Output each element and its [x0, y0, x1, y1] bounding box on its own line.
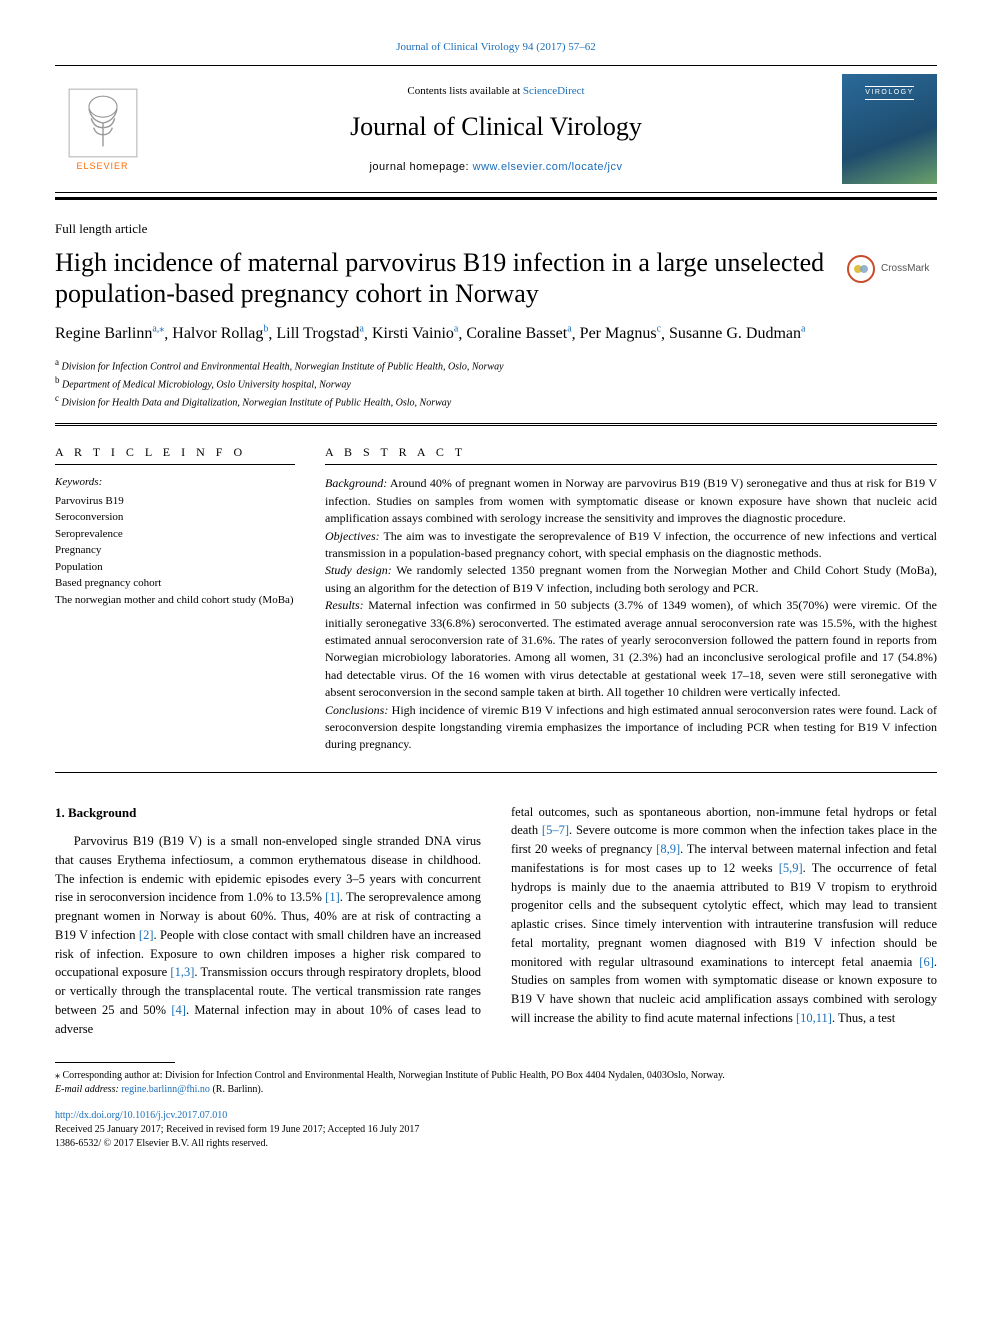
body-col-right: fetal outcomes, such as spontaneous abor… [511, 803, 937, 1039]
author: Susanne G. Dudmana [669, 325, 805, 342]
crossmark-badge[interactable]: CrossMark [847, 255, 937, 283]
doi-block: http://dx.doi.org/10.1016/j.jcv.2017.07.… [55, 1109, 937, 1151]
author: Lill Trogstada [276, 325, 364, 342]
contents-prefix: Contents lists available at [407, 85, 522, 97]
elsevier-label: ELSEVIER [76, 160, 128, 173]
author: Regine Barlinna,⁎ [55, 325, 164, 342]
received-line: Received 25 January 2017; Received in re… [55, 1123, 937, 1137]
masthead: ELSEVIER Contents lists available at Sci… [55, 65, 937, 193]
homepage-link[interactable]: www.elsevier.com/locate/jcv [473, 161, 623, 173]
author: Halvor Rollagb [172, 325, 268, 342]
footnotes: ⁎ Corresponding author at: Division for … [55, 1069, 937, 1097]
affiliations: a Division for Infection Control and Env… [55, 356, 937, 411]
homepage-prefix: journal homepage: [369, 161, 472, 173]
abstract-label: A B S T R A C T [325, 444, 937, 461]
masthead-rule [55, 197, 937, 200]
affiliation: c Division for Health Data and Digitaliz… [55, 392, 937, 410]
abstract-box: A B S T R A C T Background: Around 40% o… [325, 444, 937, 754]
sciencedirect-link[interactable]: ScienceDirect [523, 85, 585, 97]
article-info-label: A R T I C L E I N F O [55, 444, 295, 461]
article-title: High incidence of maternal parvovirus B1… [55, 247, 827, 309]
body-paragraph: fetal outcomes, such as spontaneous abor… [511, 803, 937, 1028]
crossmark-ring-icon [847, 255, 875, 283]
journal-homepage: journal homepage: www.elsevier.com/locat… [150, 160, 842, 175]
cover-label: VIROLOGY [865, 86, 914, 100]
doi-link[interactable]: http://dx.doi.org/10.1016/j.jcv.2017.07.… [55, 1110, 227, 1121]
article-type: Full length article [55, 220, 937, 238]
section-heading: 1. Background [55, 803, 481, 823]
abstract-bottom-rule [55, 772, 937, 773]
copyright-line: 1386-6532/ © 2017 Elsevier B.V. All righ… [55, 1137, 937, 1151]
authors-line: Regine Barlinna,⁎, Halvor Rollagb, Lill … [55, 323, 937, 346]
keyword: Population [55, 559, 295, 576]
keyword: Seroprevalence [55, 526, 295, 543]
journal-name: Journal of Clinical Virology [150, 109, 842, 145]
article-info-box: A R T I C L E I N F O Keywords: Parvovir… [55, 444, 295, 754]
keyword: Parvovirus B19 [55, 493, 295, 510]
keyword: The norwegian mother and child cohort st… [55, 592, 295, 609]
abstract-body: Background: Around 40% of pregnant women… [325, 475, 937, 753]
corresponding-author-note: ⁎ Corresponding author at: Division for … [55, 1069, 937, 1083]
body-col-left: 1. Background Parvovirus B19 (B19 V) is … [55, 803, 481, 1039]
keyword: Seroconversion [55, 509, 295, 526]
author: Kirsti Vainioa [372, 325, 458, 342]
keywords-label: Keywords: [55, 475, 295, 490]
running-head: Journal of Clinical Virology 94 (2017) 5… [55, 40, 937, 55]
corr-email-link[interactable]: regine.barlinn@fhi.no [121, 1084, 210, 1095]
footnote-separator [55, 1062, 175, 1063]
elsevier-tree-icon [68, 88, 138, 158]
keyword: Based pregnancy cohort [55, 575, 295, 592]
email-line: E-mail address: regine.barlinn@fhi.no (R… [55, 1083, 937, 1097]
elsevier-logo: ELSEVIER [55, 82, 150, 177]
body-paragraph: Parvovirus B19 (B19 V) is a small non-en… [55, 832, 481, 1038]
author: Coraline Basseta [466, 325, 571, 342]
body-columns: 1. Background Parvovirus B19 (B19 V) is … [55, 803, 937, 1039]
journal-cover: VIROLOGY [842, 74, 937, 184]
author: Per Magnusc [580, 325, 661, 342]
keyword: Pregnancy [55, 542, 295, 559]
keywords-list: Parvovirus B19 Seroconversion Seropreval… [55, 493, 295, 609]
crossmark-label: CrossMark [881, 262, 929, 276]
double-rule [55, 423, 937, 426]
affiliation: a Division for Infection Control and Env… [55, 356, 937, 374]
contents-line: Contents lists available at ScienceDirec… [150, 84, 842, 99]
affiliation: b Department of Medical Microbiology, Os… [55, 374, 937, 392]
